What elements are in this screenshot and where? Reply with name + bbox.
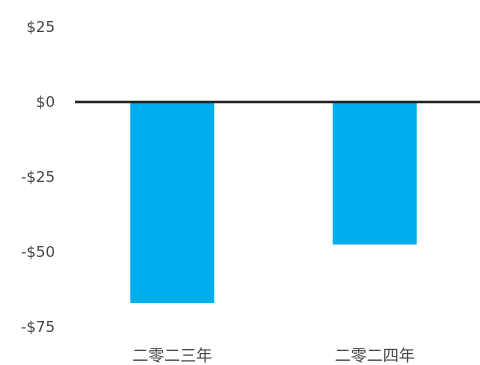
y-axis-tick-labels: $25 $0 -$25 -$50 -$75 [21, 18, 55, 336]
y-tick-label: -$75 [21, 318, 55, 336]
x-category-label: 二零二四年 [335, 346, 415, 365]
y-tick-label: $0 [36, 93, 55, 111]
x-axis-category-labels: 二零二三年 二零二四年 [132, 346, 415, 365]
y-tick-label: $25 [26, 18, 55, 36]
bars [130, 102, 417, 303]
y-tick-label: -$25 [21, 168, 55, 186]
bar-2 [332, 102, 417, 245]
bar-1 [130, 102, 215, 303]
x-category-label: 二零二三年 [132, 346, 212, 365]
y-tick-label: -$50 [21, 243, 55, 261]
